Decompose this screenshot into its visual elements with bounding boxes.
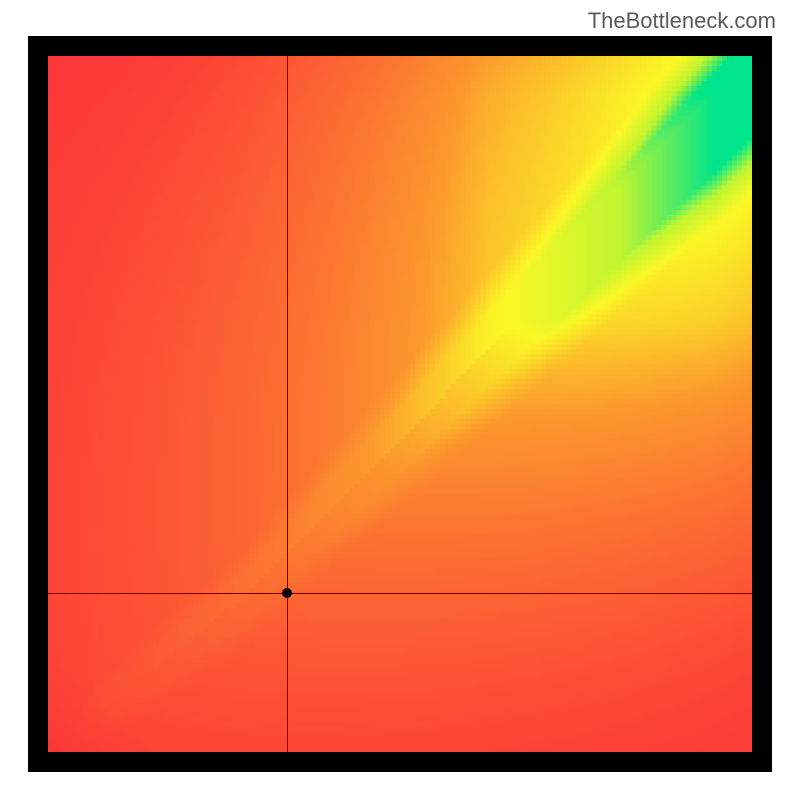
crosshair-marker bbox=[282, 588, 292, 598]
chart-container: TheBottleneck.com bbox=[0, 0, 800, 800]
attribution-text: TheBottleneck.com bbox=[588, 8, 776, 34]
crosshair-vertical bbox=[287, 56, 288, 752]
crosshair-horizontal bbox=[48, 593, 752, 594]
bottleneck-heatmap bbox=[48, 56, 752, 752]
